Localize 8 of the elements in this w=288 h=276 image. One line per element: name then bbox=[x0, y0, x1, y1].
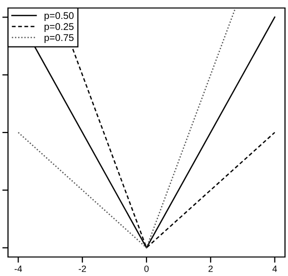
x-tick-label: -2 bbox=[78, 266, 86, 272]
legend-label: p=0.25 bbox=[44, 23, 74, 32]
x-tick-label: 2 bbox=[208, 266, 213, 272]
legend-label: p=0.75 bbox=[44, 34, 74, 43]
legend-label: p=0.50 bbox=[44, 12, 74, 21]
x-tick-label: -4 bbox=[14, 266, 22, 272]
x-tick-label: 0 bbox=[144, 266, 149, 272]
x-tick-label: 4 bbox=[272, 266, 277, 272]
